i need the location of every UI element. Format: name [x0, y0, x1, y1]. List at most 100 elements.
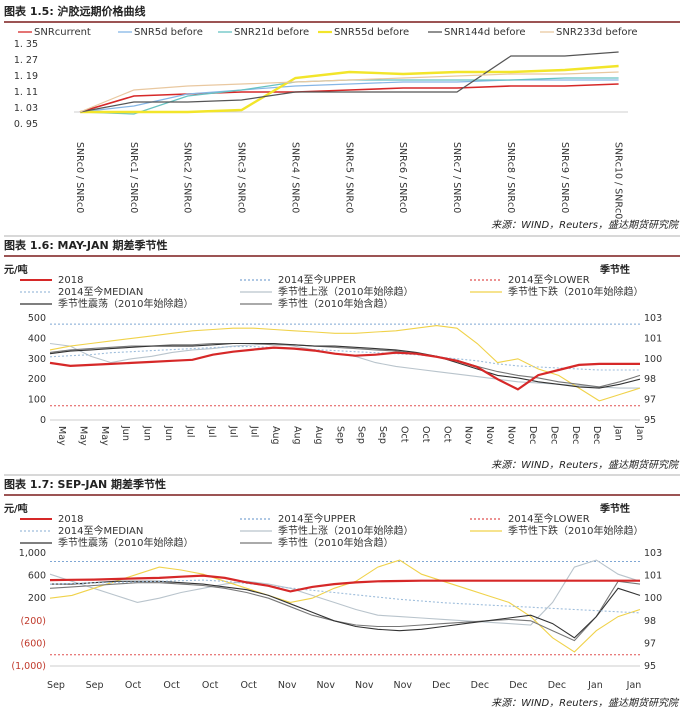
- y-tick-label: 0. 95: [14, 119, 38, 130]
- right-tick-label: 97: [644, 638, 656, 649]
- x-tick-label: SNRc4 / SNRc0: [289, 142, 300, 213]
- x-tick-label: Aug: [291, 426, 302, 445]
- x-tick-label: May: [56, 426, 67, 446]
- left-tick-label: (1,000): [11, 661, 46, 672]
- series-line: [79, 51, 619, 113]
- left-tick-label: 400: [28, 333, 46, 344]
- legend-item: 2014至今LOWER: [470, 273, 590, 286]
- legend-label: 2014至今LOWER: [508, 512, 590, 525]
- x-tick-label: Jan: [634, 425, 645, 441]
- right-tick-label: 98: [644, 374, 656, 385]
- series-line: [79, 71, 619, 113]
- series-line-fall: [49, 325, 641, 402]
- legend-item: SNR21d before: [218, 27, 309, 38]
- left-tick-label: 300: [28, 354, 46, 365]
- legend-item: 季节性上涨（2010年始除趋）: [240, 524, 413, 537]
- x-tick-label: Oct: [441, 426, 452, 443]
- y-tick-label: 1. 35: [14, 39, 38, 50]
- series-line-current: [49, 574, 640, 593]
- chart-title: 图表 1.7: SEP-JAN 期差季节性: [4, 477, 166, 491]
- x-tick-label: Oct: [399, 426, 410, 443]
- x-tick-label: SNRc0 / SNRc0: [74, 142, 85, 213]
- series-line-median: [49, 346, 640, 371]
- legend-label: 季节性（2010年始含趋）: [278, 297, 393, 310]
- legend-item: 2018: [20, 275, 83, 286]
- legend-item: SNRcurrent: [18, 27, 91, 38]
- series-line-all: [49, 342, 641, 388]
- x-tick-label: Jul: [227, 425, 238, 437]
- legend-item: 2014至今UPPER: [240, 273, 356, 286]
- right-tick-label: 97: [644, 395, 656, 406]
- chart-source: 来源：WIND，Reuters，盛达期货研究院: [491, 219, 680, 231]
- chart-title: 图表 1.6: MAY-JAN 期差季节性: [4, 238, 168, 252]
- legend-label: 季节性下跌（2010年始除趋）: [508, 285, 643, 298]
- x-tick-label: Nov: [355, 680, 374, 691]
- legend-label: 季节性震荡（2010年始除趋）: [58, 536, 193, 549]
- x-tick-label: Nov: [394, 680, 413, 691]
- chart-source: 来源：WIND，Reuters，盛达期货研究院: [491, 459, 680, 471]
- chart-title: 图表 1.5: 沪胶远期价格曲线: [4, 4, 146, 18]
- x-tick-label: Aug: [270, 426, 281, 445]
- right-tick-label: 95: [644, 415, 656, 426]
- x-tick-label: SNRc7 / SNRc0: [451, 142, 462, 213]
- legend-label: 2018: [58, 275, 83, 286]
- legend-item: 2014至今MEDIAN: [20, 524, 143, 537]
- left-tick-label: 0: [40, 415, 46, 426]
- right-tick-label: 101: [644, 333, 662, 344]
- x-tick-label: Jun: [120, 425, 131, 441]
- x-tick-label: Dec: [591, 426, 602, 444]
- x-tick-label: Sep: [47, 680, 65, 691]
- right-tick-label: 100: [644, 354, 662, 365]
- x-tick-label: Jan: [613, 425, 624, 441]
- right-tick-label: 103: [644, 313, 662, 324]
- x-tick-label: Nov: [484, 426, 495, 445]
- x-tick-label: Jul: [249, 425, 260, 437]
- x-tick-label: Nov: [316, 680, 335, 691]
- left-tick-label: 200: [28, 374, 46, 385]
- left-tick-label: (200): [20, 616, 46, 627]
- legend-item: 季节性（2010年始含趋）: [240, 536, 393, 549]
- legend-label: 季节性（2010年始含趋）: [278, 536, 393, 549]
- legend-item: 2014至今MEDIAN: [20, 285, 143, 298]
- x-tick-label: Jan: [626, 680, 642, 691]
- series-line: [79, 79, 619, 113]
- series-line: [79, 83, 619, 113]
- legend-item: 季节性震荡（2010年始除趋）: [20, 297, 193, 310]
- x-tick-label: Oct: [420, 426, 431, 443]
- x-tick-label: SNRc8 / SNRc0: [505, 142, 516, 213]
- x-tick-label: May: [99, 426, 110, 446]
- x-tick-label: Sep: [356, 426, 367, 444]
- series-line-current: [49, 346, 640, 391]
- legend-item: 季节性上涨（2010年始除趋）: [240, 285, 413, 298]
- left-tick-label: 200: [28, 593, 46, 604]
- left-tick-label: 1,000: [19, 548, 46, 559]
- y-tick-label: 1. 03: [14, 103, 38, 114]
- legend-item: 季节性下跌（2010年始除趋）: [470, 285, 643, 298]
- legend-item: 2014至今LOWER: [470, 512, 590, 525]
- y-axis-unit: 元/吨: [4, 263, 28, 276]
- legend-item: 2014至今UPPER: [240, 512, 356, 525]
- y-tick-label: 1. 11: [14, 87, 38, 98]
- legend-label: 2014至今MEDIAN: [58, 524, 143, 537]
- legend-item: 季节性震荡（2010年始除趋）: [20, 536, 193, 549]
- legend-item: SNR233d before: [540, 27, 638, 38]
- x-tick-label: Oct: [125, 680, 142, 691]
- legend-label: SNR55d before: [334, 27, 409, 38]
- legend-label: SNR233d before: [556, 27, 638, 38]
- legend-item: SNR5d before: [118, 27, 203, 38]
- legend-label: 2014至今LOWER: [508, 273, 590, 286]
- legend-label: SNRcurrent: [34, 27, 91, 38]
- series-line-median: [49, 579, 641, 614]
- right-tick-label: 98: [644, 616, 656, 627]
- x-tick-label: Sep: [86, 680, 104, 691]
- x-tick-label: SNRc9 / SNRc0: [559, 142, 570, 213]
- x-tick-label: May: [77, 426, 88, 446]
- right-tick-label: 100: [644, 593, 662, 604]
- x-tick-label: Nov: [463, 426, 474, 445]
- x-tick-label: Jan: [587, 680, 603, 691]
- legend-label: 季节性震荡（2010年始除趋）: [58, 297, 193, 310]
- x-tick-label: Dec: [548, 426, 559, 444]
- legend-item: SNR55d before: [318, 27, 409, 38]
